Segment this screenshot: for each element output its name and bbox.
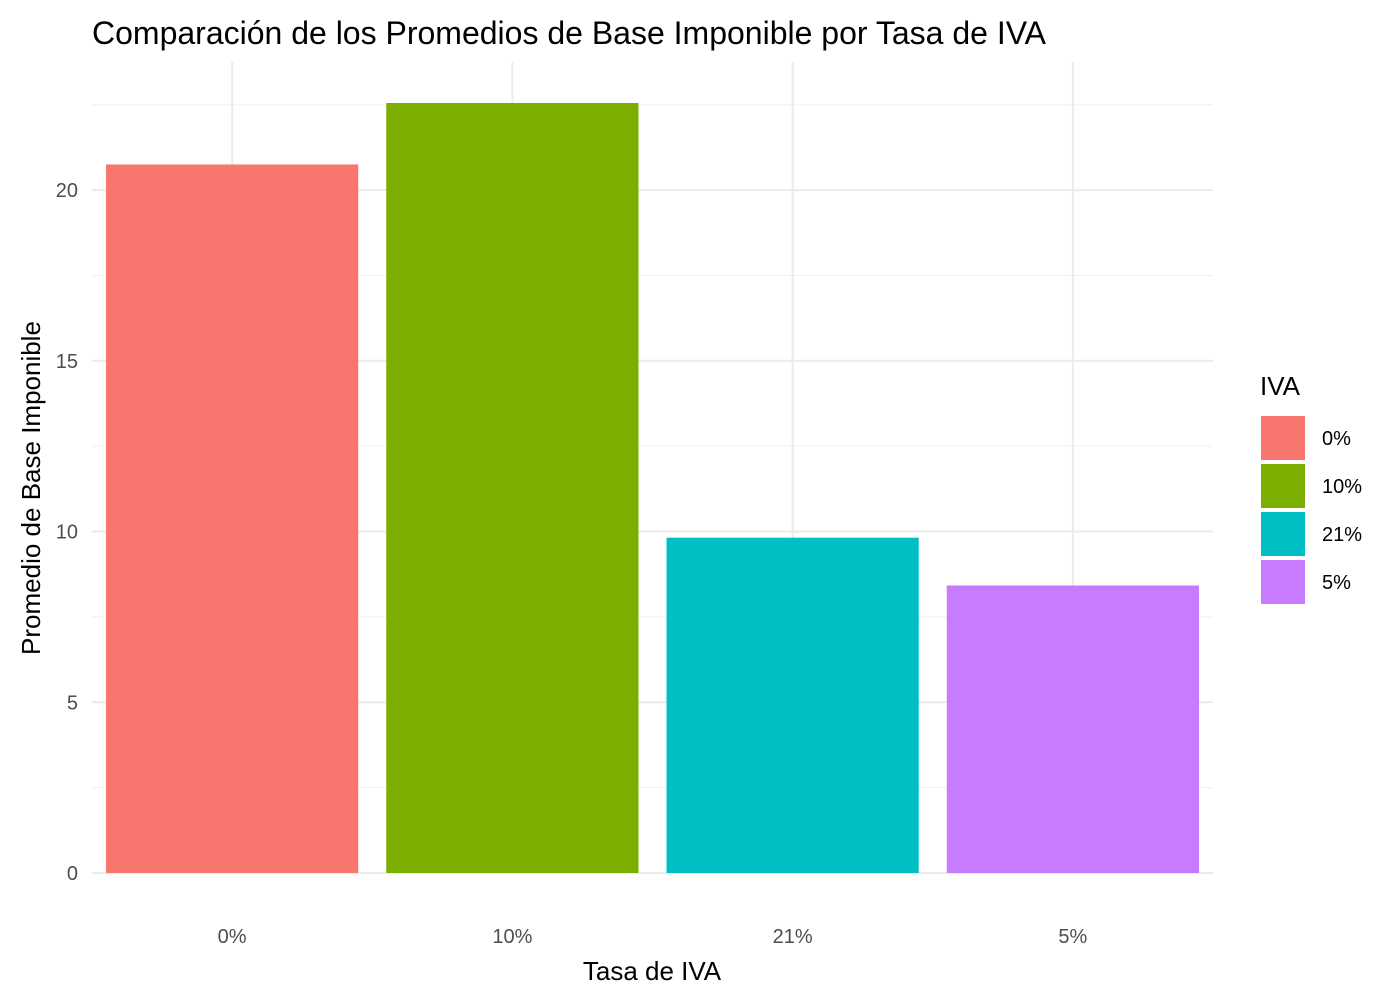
legend-label: 21%	[1322, 524, 1362, 546]
y-tick-label: 10	[56, 522, 78, 544]
x-tick-label: 10%	[492, 926, 532, 948]
legend-key	[1261, 416, 1305, 460]
bar-21pct	[666, 537, 919, 873]
y-axis-ticks: 0 5 10 15 20	[56, 180, 78, 885]
x-tick-label: 21%	[773, 926, 813, 948]
y-tick-label: 15	[56, 351, 78, 373]
y-axis-title: Promedio de Base Imponible	[16, 321, 46, 655]
legend-title: IVA	[1260, 371, 1301, 401]
bars	[106, 103, 1199, 874]
y-tick-label: 0	[67, 863, 78, 885]
x-axis-title: Tasa de IVA	[583, 956, 722, 986]
x-tick-label: 5%	[1058, 926, 1087, 948]
y-tick-label: 5	[67, 692, 78, 714]
bar-0pct	[106, 164, 359, 874]
legend-label: 0%	[1322, 428, 1351, 450]
legend-key	[1261, 512, 1305, 556]
legend-label: 5%	[1322, 572, 1351, 594]
y-tick-label: 20	[56, 180, 78, 202]
legend: IVA 0% 10% 21% 5%	[1260, 371, 1362, 604]
legend-key	[1261, 560, 1305, 604]
x-tick-label: 0%	[218, 926, 247, 948]
x-axis-ticks: 0% 10% 21% 5%	[218, 926, 1088, 948]
legend-key	[1261, 464, 1305, 508]
bar-5pct	[946, 585, 1199, 873]
legend-label: 10%	[1322, 476, 1362, 498]
chart-title: Comparación de los Promedios de Base Imp…	[92, 15, 1047, 51]
bar-10pct	[386, 103, 639, 873]
